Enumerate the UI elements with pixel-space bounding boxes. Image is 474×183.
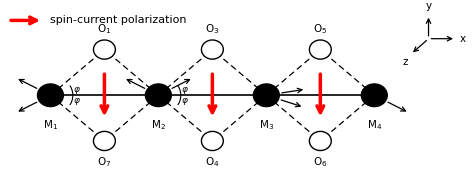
Circle shape — [93, 131, 115, 151]
Text: O$_3$: O$_3$ — [205, 22, 219, 36]
Circle shape — [201, 131, 223, 151]
Text: x: x — [460, 34, 466, 44]
Text: φ: φ — [182, 85, 188, 94]
Circle shape — [310, 40, 331, 59]
Text: z: z — [402, 57, 408, 67]
Circle shape — [37, 84, 64, 107]
Text: O$_4$: O$_4$ — [205, 155, 219, 169]
Circle shape — [254, 84, 279, 107]
Text: φ: φ — [74, 85, 80, 94]
Circle shape — [361, 84, 387, 107]
Text: O$_1$: O$_1$ — [97, 22, 111, 36]
Text: M$_4$: M$_4$ — [367, 118, 382, 132]
Text: O$_6$: O$_6$ — [313, 155, 328, 169]
Circle shape — [310, 131, 331, 151]
Text: M$_3$: M$_3$ — [259, 118, 274, 132]
Text: O$_5$: O$_5$ — [313, 22, 328, 36]
Text: spin-current polarization: spin-current polarization — [50, 15, 187, 25]
Circle shape — [93, 40, 115, 59]
Text: M$_1$: M$_1$ — [43, 118, 58, 132]
Text: φ: φ — [182, 96, 188, 105]
Circle shape — [201, 40, 223, 59]
Circle shape — [146, 84, 171, 107]
Text: φ: φ — [74, 96, 80, 105]
Text: O$_7$: O$_7$ — [97, 155, 111, 169]
Text: M$_2$: M$_2$ — [151, 118, 166, 132]
Text: y: y — [426, 1, 432, 11]
